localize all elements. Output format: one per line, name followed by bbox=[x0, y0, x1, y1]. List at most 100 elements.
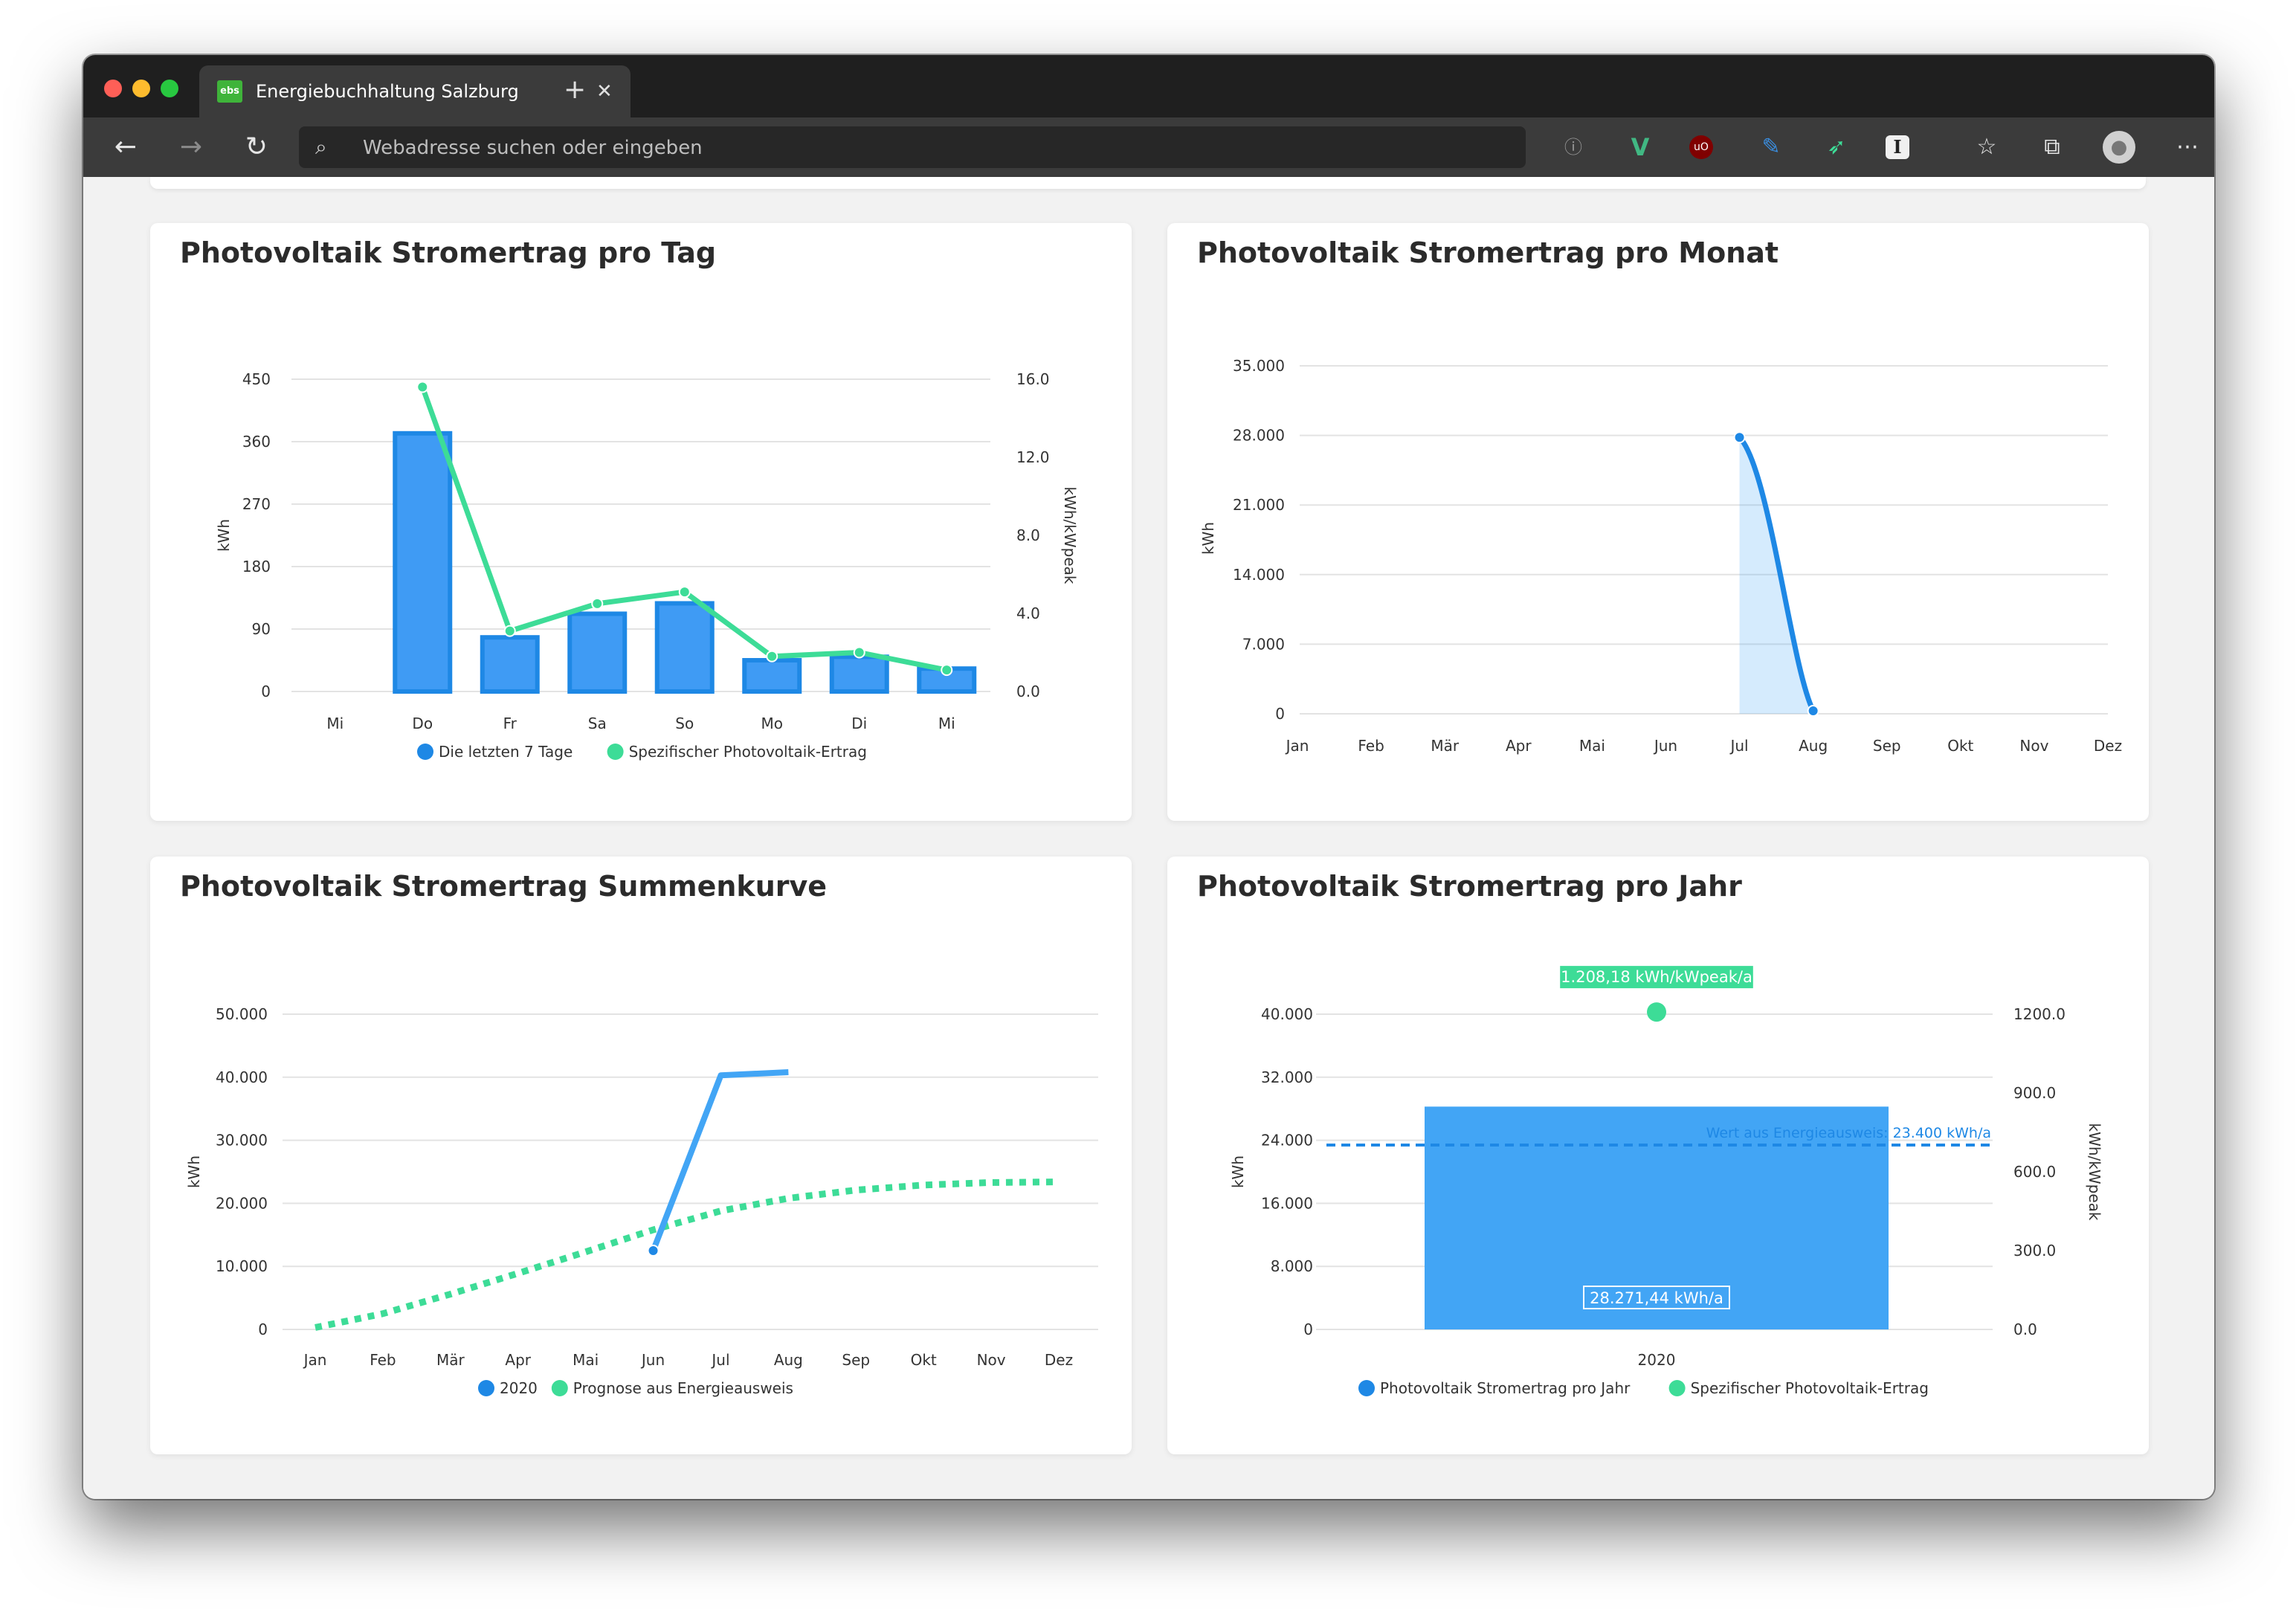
x-tick-label: Jul bbox=[1729, 737, 1748, 755]
ublock-icon[interactable]: uO bbox=[1689, 135, 1713, 159]
x-tick-label: Apr bbox=[505, 1351, 531, 1369]
browser-toolbar: ← → ↻ ⌕ ⓘ V uO ✎ ➶ I ☆ ⧉ ● ⋯ bbox=[83, 117, 2214, 177]
legend-marker bbox=[1668, 1380, 1686, 1396]
bird-icon[interactable]: ➶ bbox=[1827, 134, 1846, 160]
vue-icon[interactable]: V bbox=[1631, 133, 1650, 161]
x-tick-label: Jun bbox=[1653, 737, 1677, 755]
browser-window: ebs Energiebuchhaltung Salzburg ✕ + ← → … bbox=[83, 55, 2214, 1499]
y2-tick-label: 600.0 bbox=[2013, 1163, 2056, 1181]
bar bbox=[742, 658, 802, 694]
y-tick-label: 50.000 bbox=[216, 1005, 268, 1023]
forward-icon[interactable]: → bbox=[179, 132, 203, 162]
x-tick-label: Jan bbox=[303, 1351, 327, 1369]
y-tick-label: 180 bbox=[242, 558, 271, 575]
y2-tick-label: 0.0 bbox=[1016, 683, 1040, 700]
card-title: Photovoltaik Stromertrag pro Jahr bbox=[1197, 870, 1742, 903]
data-point bbox=[647, 1245, 660, 1257]
chart-pv-month: 0 7.000 14.000 21.000 28.000 35.000 kWh Jan Feb M… bbox=[1199, 357, 2122, 755]
page-content: Photovoltaik Stromertrag pro Tag 0 90 180 2… bbox=[83, 177, 2214, 1499]
x-tick-label: Sep bbox=[1873, 737, 1901, 755]
x-tick-label: Fr bbox=[503, 715, 517, 732]
legend-label: 2020 bbox=[500, 1379, 538, 1397]
info-icon[interactable]: ⓘ bbox=[1564, 137, 1582, 158]
y-tick-label: 450 bbox=[242, 370, 271, 388]
close-window-button[interactable] bbox=[104, 80, 122, 97]
chart-pv-cumulative: 0 10.000 20.000 30.000 40.000 50.000 kWh Jan Feb… bbox=[185, 1005, 1098, 1397]
y-tick-label: 21.000 bbox=[1233, 496, 1285, 514]
tab-energiebuchhaltung[interactable]: ebs Energiebuchhaltung Salzburg ✕ bbox=[199, 65, 631, 117]
card-pv-cumulative: Photovoltaik Stromertrag Summenkurve 0 10… bbox=[150, 857, 1132, 1454]
maximize-window-button[interactable] bbox=[161, 80, 178, 97]
y-axis-label: kWh bbox=[185, 1155, 203, 1188]
x-tick-label: Jun bbox=[640, 1351, 665, 1369]
y-tick-label: 14.000 bbox=[1233, 566, 1285, 584]
y-axis-label: kWh bbox=[215, 519, 233, 552]
x-tick-label: Nov bbox=[977, 1351, 1006, 1369]
more-icon[interactable]: ⋯ bbox=[2176, 134, 2199, 160]
y-tick-label: 32.000 bbox=[1261, 1068, 1313, 1086]
instapaper-icon[interactable]: I bbox=[1886, 135, 1909, 159]
y2-tick-label: 4.0 bbox=[1016, 604, 1040, 622]
bar bbox=[654, 601, 715, 694]
legend-marker bbox=[607, 744, 624, 760]
data-point bbox=[853, 646, 865, 659]
y-tick-label: 0 bbox=[261, 683, 271, 700]
y-tick-label: 7.000 bbox=[1242, 635, 1285, 653]
x-tick-label: Mai bbox=[1579, 737, 1605, 755]
x-tick-label: Mi bbox=[938, 715, 955, 732]
y2-tick-label: 300.0 bbox=[2013, 1242, 2056, 1260]
y-tick-label: 16.000 bbox=[1261, 1194, 1313, 1212]
data-point bbox=[416, 381, 429, 393]
y-tick-label: 28.000 bbox=[1233, 427, 1285, 445]
close-tab-icon[interactable]: ✕ bbox=[596, 80, 613, 103]
pen-icon[interactable]: ✎ bbox=[1761, 134, 1781, 160]
card-title: Photovoltaik Stromertrag pro Monat bbox=[1197, 236, 1779, 269]
address-input[interactable] bbox=[361, 126, 1480, 170]
y2-tick-label: 16.0 bbox=[1016, 370, 1050, 388]
y2-tick-label: 8.0 bbox=[1016, 526, 1040, 544]
x-tick-label: Dez bbox=[1045, 1351, 1073, 1369]
legend-marker bbox=[551, 1380, 568, 1396]
minimize-window-button[interactable] bbox=[132, 80, 150, 97]
x-tick-label: Jul bbox=[710, 1351, 729, 1369]
x-tick-label: Aug bbox=[774, 1351, 803, 1369]
x-tick-label: Mai bbox=[573, 1351, 599, 1369]
reload-icon[interactable]: ↻ bbox=[245, 132, 268, 162]
x-tick-label: Jan bbox=[1285, 737, 1309, 755]
bar bbox=[829, 654, 889, 694]
x-tick-label: Mär bbox=[1431, 737, 1460, 755]
card-pv-month: Photovoltaik Stromertrag pro Monat 0 7.00… bbox=[1167, 223, 2149, 821]
y-tick-label: 360 bbox=[242, 433, 271, 451]
y-tick-label: 0 bbox=[1275, 705, 1285, 723]
y2-axis-label: kWh/kWpeak bbox=[2086, 1123, 2103, 1221]
card-pv-day: Photovoltaik Stromertrag pro Tag 0 90 180 2… bbox=[150, 223, 1132, 821]
collections-icon[interactable]: ⧉ bbox=[2044, 134, 2060, 160]
tab-title: Energiebuchhaltung Salzburg bbox=[256, 81, 519, 102]
point-data-label: 1.208,18 kWh/kWpeak/a bbox=[1561, 968, 1752, 986]
new-tab-icon[interactable]: + bbox=[564, 74, 587, 105]
x-tick-label: Do bbox=[412, 715, 433, 732]
x-tick-label: Mi bbox=[326, 715, 344, 732]
x-tick-label: Mär bbox=[436, 1351, 465, 1369]
favorites-icon[interactable]: ☆ bbox=[1976, 134, 1997, 160]
legend-marker bbox=[417, 744, 433, 760]
profile-icon[interactable]: ● bbox=[2103, 131, 2135, 164]
area-fill bbox=[1739, 437, 1813, 714]
y-axis-label: kWh bbox=[1199, 522, 1217, 555]
legend-label: Spezifischer Photovoltaik-Ertrag bbox=[629, 743, 867, 761]
back-icon[interactable]: ← bbox=[114, 132, 138, 162]
address-bar[interactable]: ⌕ bbox=[299, 126, 1526, 170]
y-tick-label: 40.000 bbox=[1261, 1005, 1313, 1023]
data-point bbox=[591, 597, 604, 610]
y-tick-label: 20.000 bbox=[216, 1194, 268, 1212]
x-tick-label: Okt bbox=[911, 1351, 937, 1369]
series-line bbox=[1737, 434, 1816, 714]
x-tick-label: Apr bbox=[1506, 737, 1532, 755]
bar-label-box bbox=[1583, 1286, 1730, 1309]
data-point bbox=[1807, 704, 1819, 717]
y-tick-label: 0 bbox=[1303, 1321, 1313, 1338]
y-tick-label: 270 bbox=[242, 495, 271, 513]
tab-bar: ebs Energiebuchhaltung Salzburg ✕ + bbox=[83, 55, 2214, 117]
x-tick-label: Dez bbox=[2094, 737, 2122, 755]
favicon-icon: ebs bbox=[217, 80, 242, 103]
